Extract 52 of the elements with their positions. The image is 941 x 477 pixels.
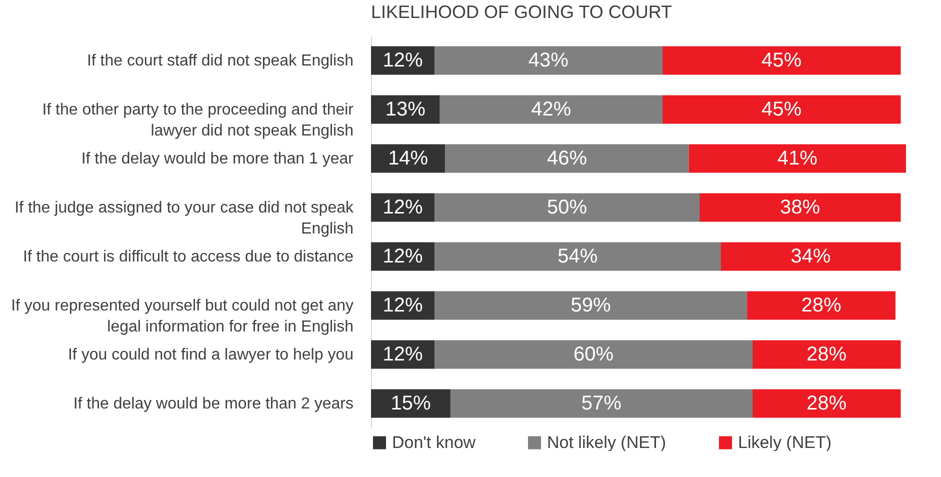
y-tick-label: If the court staff did not speak English [86, 52, 354, 70]
legend-label: Don't know [392, 432, 476, 452]
y-tick-label: If the other party to the proceeding and their lawyer did not speak English [42, 102, 354, 140]
bar [445, 144, 689, 173]
bar [450, 389, 752, 418]
data-label: 50% [546, 196, 588, 218]
data-label: 45% [762, 98, 802, 120]
data-label: 12% [382, 294, 424, 316]
bar [434, 291, 748, 320]
y-tick-label: If the court is difficult to access due to distance [22, 248, 354, 266]
bar [699, 193, 901, 222]
data-label: 54% [558, 246, 598, 268]
bar [747, 291, 896, 320]
y-tick-label: If the delay would be more than 1 year [81, 150, 354, 168]
data-label: 60% [573, 344, 614, 366]
data-label: 43% [528, 50, 569, 72]
bar [752, 340, 901, 369]
bar [720, 242, 901, 271]
y-tick-label: If you could not find a lawyer to help you [68, 346, 354, 364]
bar [434, 340, 752, 369]
data-label: 59% [570, 294, 612, 316]
chart-title: LIKELIHOOD OF GOING TO COURT [371, 2, 672, 22]
bar [662, 95, 901, 124]
data-label: 14% [388, 148, 428, 170]
legend-label: Likely (NET) [738, 432, 832, 452]
data-label: 34% [790, 246, 831, 268]
data-label: 45% [762, 50, 802, 72]
y-tick-label: If the judge assigned to your case did not speak English [14, 200, 354, 238]
legend-label: Not likely (NET) [547, 432, 666, 452]
bar [688, 144, 906, 173]
bar [752, 389, 901, 418]
data-label: 12% [382, 50, 424, 72]
bar [440, 95, 662, 124]
y-tick-label: If you represented yourself but could not get any legal information for free in English [11, 298, 354, 336]
data-label: 28% [806, 344, 847, 366]
data-label: 28% [801, 294, 842, 316]
data-label: 12% [382, 246, 424, 268]
data-label: 12% [382, 196, 424, 218]
bar [434, 193, 700, 222]
data-label: 15% [390, 392, 431, 414]
data-label: 41% [777, 148, 818, 170]
bar [434, 46, 662, 75]
y-tick-label: If the delay would be more than 2 years [73, 396, 354, 412]
data-label: 13% [385, 98, 426, 120]
data-label: 38% [780, 196, 820, 218]
data-label: 42% [531, 98, 572, 120]
data-label: 12% [382, 344, 424, 366]
bar [434, 242, 721, 271]
bar [662, 46, 901, 75]
data-label: 28% [806, 392, 847, 414]
data-label: 57% [581, 392, 622, 414]
data-label: 46% [546, 148, 588, 170]
